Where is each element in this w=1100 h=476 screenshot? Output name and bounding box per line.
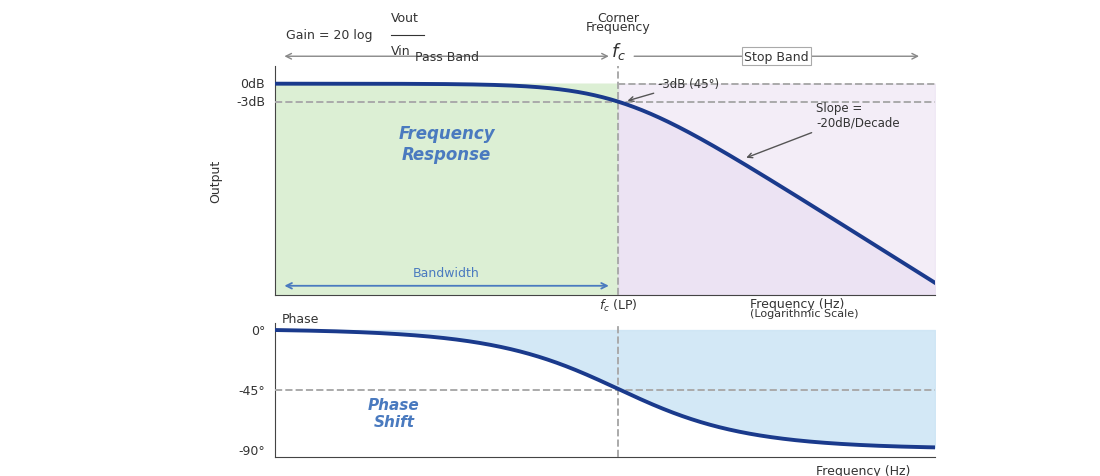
Text: Stop Band: Stop Band [745, 50, 808, 64]
Text: Phase: Phase [282, 312, 319, 325]
Text: Vin: Vin [390, 45, 410, 58]
Text: -45°: -45° [239, 384, 265, 397]
Text: Vout: Vout [390, 12, 418, 25]
Text: -90°: -90° [239, 444, 265, 457]
Text: $f_c$: $f_c$ [610, 40, 626, 61]
Text: Gain = 20 log: Gain = 20 log [286, 29, 373, 42]
Text: 0dB: 0dB [241, 78, 265, 91]
Text: $f_c$ (LP): $f_c$ (LP) [598, 298, 638, 314]
Text: -3dB: -3dB [236, 96, 265, 109]
Text: Slope =
-20dB/Decade: Slope = -20dB/Decade [748, 102, 900, 159]
Text: Pass Band: Pass Band [415, 50, 478, 64]
Text: Corner: Corner [597, 12, 639, 25]
Text: Frequency
Response: Frequency Response [398, 125, 495, 163]
Text: Frequency: Frequency [586, 21, 650, 34]
Text: (Logarithmic Scale): (Logarithmic Scale) [750, 308, 859, 318]
Text: Bandwidth: Bandwidth [414, 266, 480, 279]
Text: -3dB (45°): -3dB (45°) [629, 78, 719, 102]
Text: 0°: 0° [251, 324, 265, 337]
Text: Output: Output [209, 159, 222, 202]
Text: Frequency (Hz): Frequency (Hz) [750, 298, 845, 310]
Text: Frequency (Hz): Frequency (Hz) [816, 464, 911, 476]
Text: Phase
Shift: Phase Shift [367, 397, 420, 429]
